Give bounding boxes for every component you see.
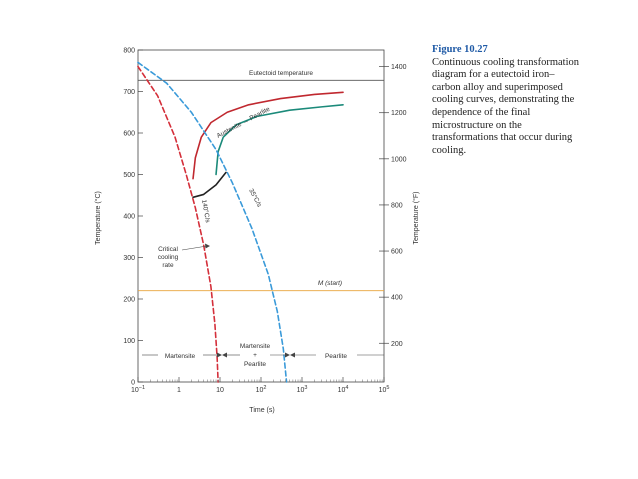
mix-label-1: Martensite [240, 343, 271, 350]
pearlite-label: Pearlite [325, 353, 347, 360]
eutectoid-label: Eutectoid temperature [249, 70, 313, 77]
figure-caption: Figure 10.27 Continuous cooling transfor… [432, 44, 582, 157]
x-tick-label: 10 [216, 387, 224, 394]
x-tick-label: 1 [177, 387, 181, 394]
mix-label-3: Pearlite [244, 361, 266, 368]
plot-area [137, 49, 385, 383]
pearlite-arrowhead [290, 352, 295, 358]
axis-ticks: 0 100 200 300 400 500 600 700 800 200 400 600 800 100… [123, 48, 406, 395]
series-pstart [192, 91, 344, 180]
series-partial [192, 171, 227, 199]
mix-arrowhead-right [285, 352, 290, 358]
critical-label-3: rate [162, 262, 174, 269]
critical-arrowhead [205, 243, 210, 249]
rate-140-label: 140°C/s [200, 199, 212, 224]
y-axis-title: Temperature (°C) [94, 191, 102, 245]
y-tick-label: 100 [123, 338, 135, 345]
martensite-label: Martensite [165, 353, 196, 360]
y-tick-label: 400 [123, 214, 135, 221]
y-tick-label: 300 [123, 255, 135, 262]
annotations: Eutectoid temperature Austenite → Pearli… [142, 70, 384, 368]
y2-tick-label: 1400 [391, 64, 407, 71]
y-tick-label: 500 [123, 172, 135, 179]
critical-label-2: cooling [158, 254, 179, 261]
y2-tick-label: 600 [391, 249, 403, 256]
y2-axis-title: Temperature (°F) [412, 192, 420, 245]
y2-tick-label: 200 [391, 341, 403, 348]
martensite-arrowhead [217, 352, 222, 358]
critical-arrow [181, 245, 208, 251]
y2-tick-label: 800 [391, 202, 403, 209]
series-cool_slow [137, 61, 288, 383]
x-tick-label: 10−1 [131, 385, 145, 394]
austenite-pearlite-label: Austenite → Pearlite [216, 106, 272, 140]
mix-label-2: + [253, 352, 257, 359]
y2-tick-label: 1200 [391, 110, 407, 117]
x-tick-label: 105 [379, 385, 390, 394]
y2-tick-label: 400 [391, 295, 403, 302]
x-tick-label: 103 [297, 385, 308, 394]
critical-label-1: Critical [158, 246, 178, 253]
plot-frame [137, 49, 385, 383]
reference-lines [138, 79, 384, 292]
y-tick-label: 0 [131, 380, 135, 387]
rate-35-label: 35°C/s [247, 187, 264, 209]
x-tick-label: 104 [338, 385, 349, 394]
series-pfinish [215, 103, 344, 176]
y-tick-label: 700 [123, 89, 135, 96]
y-tick-label: 200 [123, 297, 135, 304]
y2-tick-label: 1000 [391, 156, 407, 163]
x-axis-title: Time (s) [249, 407, 274, 414]
series-layer [137, 61, 344, 383]
y-tick-label: 600 [123, 131, 135, 138]
caption-text: Continuous cooling transformation diagra… [432, 56, 579, 156]
mstart-label: M (start) [318, 280, 342, 287]
mix-arrowhead-left [222, 352, 227, 358]
x-tick-label: 102 [256, 385, 267, 394]
series-cool_fast [137, 65, 219, 383]
figure-number: Figure 10.27 [432, 44, 488, 55]
y-tick-label: 800 [123, 48, 135, 55]
